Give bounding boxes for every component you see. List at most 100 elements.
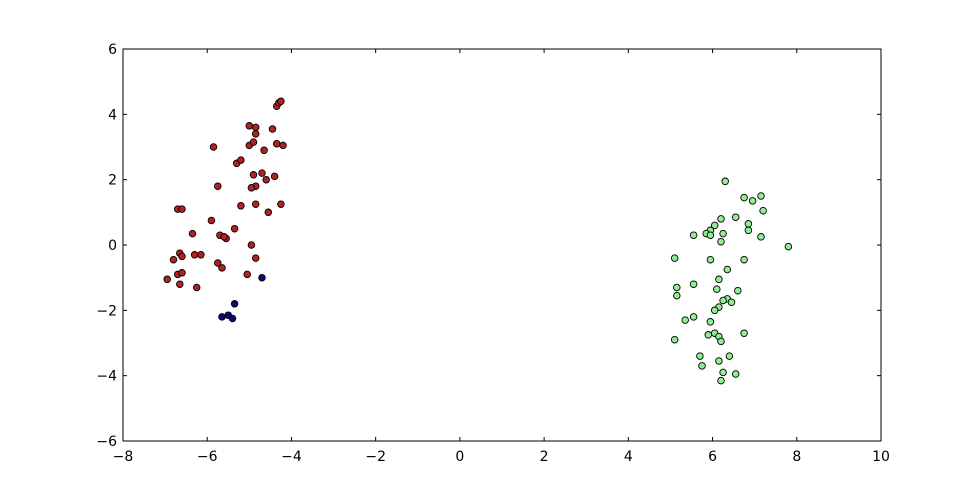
x-tick-label: 10 bbox=[872, 449, 890, 465]
scatter-point bbox=[169, 255, 178, 264]
scatter-point bbox=[190, 251, 199, 259]
scatter-point bbox=[706, 231, 715, 239]
scatter-point bbox=[258, 273, 266, 282]
scatter-point bbox=[681, 316, 689, 324]
x-tick-label: −8 bbox=[113, 449, 134, 465]
scatter-point bbox=[704, 331, 713, 339]
x-tick-label: 0 bbox=[455, 449, 464, 465]
scatter-point bbox=[731, 213, 740, 221]
x-tick-label: −6 bbox=[197, 449, 218, 465]
scatter-point bbox=[713, 285, 721, 293]
scatter-point bbox=[258, 169, 266, 177]
scatter-point bbox=[670, 335, 679, 344]
y-tick-label: 4 bbox=[108, 107, 117, 123]
scatter-point bbox=[272, 139, 281, 148]
scatter-point bbox=[270, 172, 279, 181]
x-tick-label: 8 bbox=[792, 449, 801, 465]
x-tick-label: 2 bbox=[540, 449, 549, 465]
scatter-point bbox=[710, 306, 719, 315]
scatter-point bbox=[719, 368, 727, 377]
scatter-point bbox=[748, 197, 757, 205]
scatter-point bbox=[673, 283, 681, 292]
scatter-point bbox=[721, 177, 729, 186]
scatter-point bbox=[262, 175, 270, 184]
scatter-point bbox=[192, 283, 201, 292]
scatter-point bbox=[759, 206, 767, 215]
scatter-point bbox=[725, 352, 734, 360]
y-tick-label: −4 bbox=[96, 369, 117, 385]
scatter-point bbox=[670, 254, 679, 262]
scatter-point bbox=[178, 252, 186, 261]
scatter-point bbox=[717, 337, 725, 346]
y-tick-label: 2 bbox=[108, 173, 117, 189]
scatter-point bbox=[717, 376, 725, 385]
scatter-point bbox=[188, 229, 197, 238]
scatter-point bbox=[706, 318, 715, 326]
scatter-point bbox=[245, 122, 254, 130]
scatter-point bbox=[214, 182, 222, 190]
ticks-layer bbox=[122, 48, 882, 442]
scatter-point bbox=[249, 138, 258, 146]
scatter-point bbox=[717, 215, 725, 223]
scatter-point bbox=[264, 208, 273, 217]
scatter-point bbox=[740, 255, 748, 264]
scatter-point bbox=[717, 237, 725, 246]
scatter-point bbox=[163, 275, 171, 284]
scatter-point bbox=[197, 251, 205, 259]
scatter-point bbox=[740, 193, 748, 202]
scatter-point bbox=[218, 264, 226, 272]
y-tick-label: −6 bbox=[96, 434, 117, 450]
scatter-point bbox=[757, 192, 765, 200]
scatter-point bbox=[727, 298, 736, 306]
scatter-point bbox=[731, 370, 740, 378]
scatter-point bbox=[230, 300, 239, 308]
scatter-point bbox=[230, 224, 239, 233]
scatter-point bbox=[277, 200, 285, 208]
scatter-point bbox=[689, 231, 698, 239]
scatter-point bbox=[723, 265, 732, 274]
scatter-point bbox=[237, 156, 245, 164]
scatter-point bbox=[220, 233, 228, 241]
scatter-point bbox=[218, 313, 226, 321]
scatter-point bbox=[740, 329, 748, 337]
scatter-point bbox=[689, 280, 698, 288]
scatter-point bbox=[207, 216, 216, 225]
scatter-point bbox=[237, 202, 245, 210]
scatter-point bbox=[209, 143, 218, 151]
scatter-point bbox=[710, 221, 719, 230]
scatter-point bbox=[715, 357, 723, 365]
scatter-point bbox=[268, 125, 277, 133]
scatter-point bbox=[176, 280, 184, 288]
scatter-point bbox=[719, 229, 727, 238]
scatter-point bbox=[706, 255, 715, 264]
scatter-point bbox=[247, 241, 256, 249]
scatter-point bbox=[277, 97, 285, 106]
y-tick-label: −2 bbox=[96, 303, 117, 319]
x-tick-label: −2 bbox=[365, 449, 386, 465]
scatter-point bbox=[673, 291, 681, 300]
x-tick-label: −4 bbox=[281, 449, 302, 465]
scatter-point bbox=[260, 146, 268, 155]
scatter-point bbox=[228, 314, 237, 323]
scatter-point bbox=[243, 270, 251, 279]
scatter-point bbox=[251, 254, 260, 262]
scatter-point bbox=[251, 130, 260, 138]
scatter-point bbox=[251, 200, 260, 208]
scatter-point bbox=[698, 362, 706, 370]
scatter-point bbox=[249, 171, 258, 179]
points-layer bbox=[163, 97, 793, 385]
scatter-point bbox=[734, 286, 742, 295]
scatter-point bbox=[784, 242, 793, 251]
scatter-point bbox=[696, 352, 704, 360]
scatter-point bbox=[719, 296, 727, 305]
scatter-point bbox=[178, 205, 186, 213]
scatter-point bbox=[214, 259, 222, 267]
y-tick-label: 6 bbox=[108, 42, 117, 58]
scatter-point bbox=[689, 313, 698, 321]
x-tick-label: 6 bbox=[708, 449, 717, 465]
scatter-point bbox=[715, 275, 723, 284]
x-tick-label: 4 bbox=[624, 449, 633, 465]
